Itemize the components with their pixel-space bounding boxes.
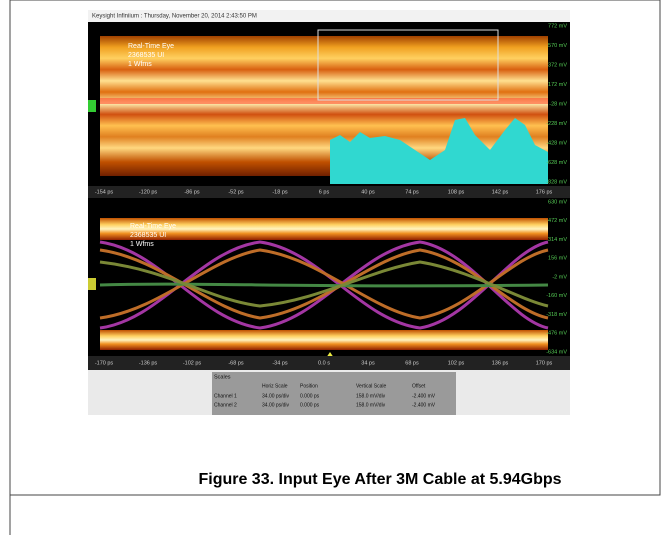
header: Keysight Infiniium : Thursday, November … xyxy=(92,14,257,20)
x-label: 68 ps xyxy=(405,360,419,366)
table-cell: 0.000 ps xyxy=(300,393,320,399)
x-label: 108 ps xyxy=(448,189,465,195)
table-header: Horiz Scale xyxy=(262,383,288,389)
table-cell: 0.000 ps xyxy=(300,402,320,408)
legend-text: 2368535 UI xyxy=(130,232,166,239)
scales-table xyxy=(212,372,456,415)
x-label: -170 ps xyxy=(95,360,114,366)
table-cell: 34.00 ps/div xyxy=(262,393,289,399)
y-label: -2 mV xyxy=(552,274,567,280)
table-cell: Channel 2 xyxy=(214,402,237,408)
legend-text: 2368535 UI xyxy=(128,52,164,59)
histogram xyxy=(330,118,548,184)
x-label: 170 ps xyxy=(536,360,553,366)
y-label: 630 mV xyxy=(548,199,567,205)
y-label: -228 mV xyxy=(546,121,567,127)
y-label: -318 mV xyxy=(546,312,567,318)
x-label: 0.0 s xyxy=(318,360,330,366)
x-axis-bar xyxy=(88,186,570,198)
y-label: 372 mV xyxy=(548,62,567,68)
y-label: 172 mV xyxy=(548,82,567,88)
table-header: Offset xyxy=(412,383,426,389)
y-label: 772 mV xyxy=(548,23,567,29)
eye-rail xyxy=(100,218,548,240)
x-label: 102 ps xyxy=(448,360,465,366)
x-label: 34 ps xyxy=(361,360,375,366)
x-label: -120 ps xyxy=(139,189,158,195)
table-cell: -2.400 mV xyxy=(412,393,436,399)
x-label: -136 ps xyxy=(139,360,158,366)
x-label: 176 ps xyxy=(536,189,553,195)
y-label: -28 mV xyxy=(549,101,567,107)
x-label: -18 ps xyxy=(272,189,288,195)
x-label: -34 ps xyxy=(272,360,288,366)
x-label: 136 ps xyxy=(492,360,509,366)
legend-text: Real-Time Eye xyxy=(130,223,176,230)
y-label: -160 mV xyxy=(546,293,567,299)
y-label: 472 mV xyxy=(548,218,567,224)
channel-marker xyxy=(88,278,96,290)
y-label: 570 mV xyxy=(548,43,567,49)
x-label: -86 ps xyxy=(184,189,200,195)
caption: Figure 33. Input Eye After 3M Cable at 5… xyxy=(198,471,561,488)
y-label: -476 mV xyxy=(546,331,567,337)
y-label: -634 mV xyxy=(546,349,567,355)
legend-text: 1 Wfms xyxy=(130,241,154,248)
y-label: -628 mV xyxy=(546,160,567,166)
x-label: 74 ps xyxy=(405,189,419,195)
y-label: -828 mV xyxy=(546,179,567,185)
table-cell: 158.0 mV/div xyxy=(356,402,386,408)
eye-traces xyxy=(99,240,549,330)
x-axis-bar xyxy=(88,356,570,370)
table-header: Position xyxy=(300,383,318,389)
eye-density xyxy=(100,98,548,104)
y-label: 314 mV xyxy=(548,237,567,243)
table-header: Vertical Scale xyxy=(356,383,387,389)
table-cell: 34.00 ps/div xyxy=(262,402,289,408)
x-label: 6 ps xyxy=(319,189,330,195)
table-cell: -2.400 mV xyxy=(412,402,436,408)
table-cell: 158.0 mV/div xyxy=(356,393,386,399)
channel-marker xyxy=(88,100,96,112)
table-title: Scales xyxy=(214,374,231,380)
legend-text: 1 Wfms xyxy=(128,61,152,68)
x-label: 142 ps xyxy=(492,189,509,195)
measure-box xyxy=(317,29,499,101)
x-label: -52 ps xyxy=(228,189,244,195)
page-frame xyxy=(9,0,661,496)
x-label: -102 ps xyxy=(183,360,202,366)
y-label: 156 mV xyxy=(548,256,567,262)
eye-rail xyxy=(100,330,548,350)
x-label: -68 ps xyxy=(228,360,244,366)
x-label: -154 ps xyxy=(95,189,114,195)
legend-text: Real-Time Eye xyxy=(128,43,174,50)
table-cell: Channel 1 xyxy=(214,393,237,399)
y-label: -428 mV xyxy=(546,140,567,146)
x-label: 40 ps xyxy=(361,189,375,195)
title-bar xyxy=(88,10,570,22)
